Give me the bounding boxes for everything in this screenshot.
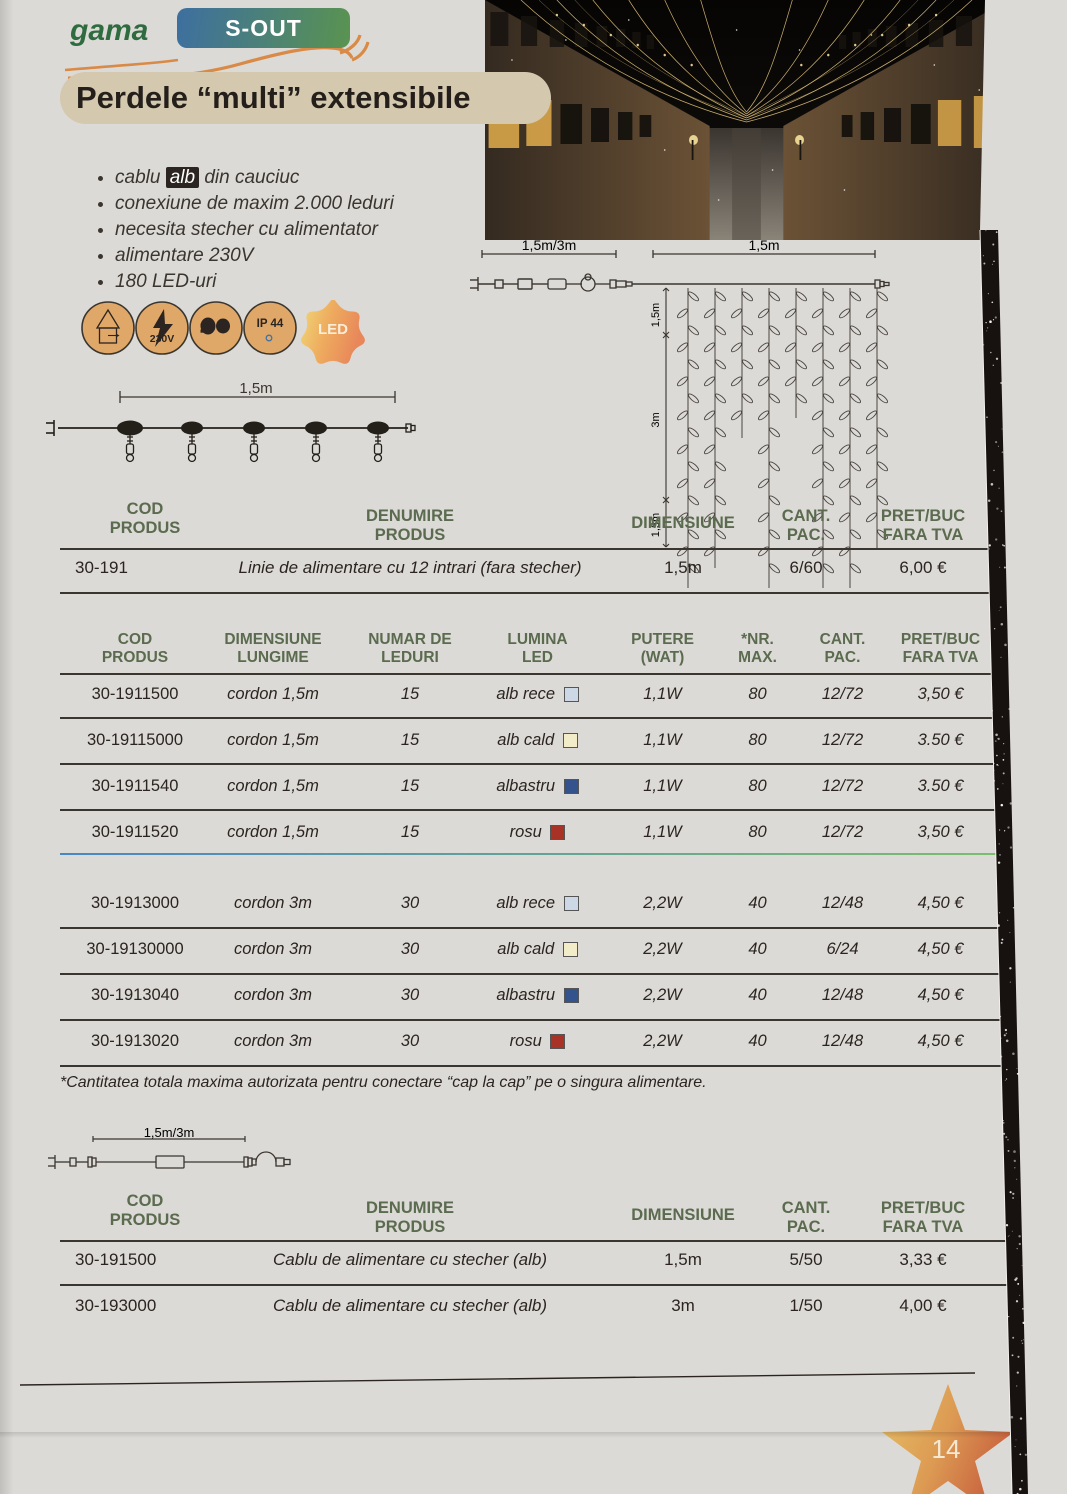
- svg-text:1,5m/3m: 1,5m/3m: [522, 240, 576, 253]
- svg-text:3m: 3m: [650, 412, 662, 427]
- svg-text:1,5m: 1,5m: [239, 383, 272, 397]
- svg-text:14: 14: [932, 1434, 961, 1464]
- svg-text:230V: 230V: [150, 333, 175, 345]
- svg-text:IP 44: IP 44: [257, 318, 284, 330]
- svg-text:1,5m: 1,5m: [748, 240, 779, 253]
- svg-text:1,5m/3m: 1,5m/3m: [144, 1128, 195, 1140]
- svg-text:1,5m: 1,5m: [650, 303, 662, 327]
- svg-text:LED: LED: [318, 321, 348, 338]
